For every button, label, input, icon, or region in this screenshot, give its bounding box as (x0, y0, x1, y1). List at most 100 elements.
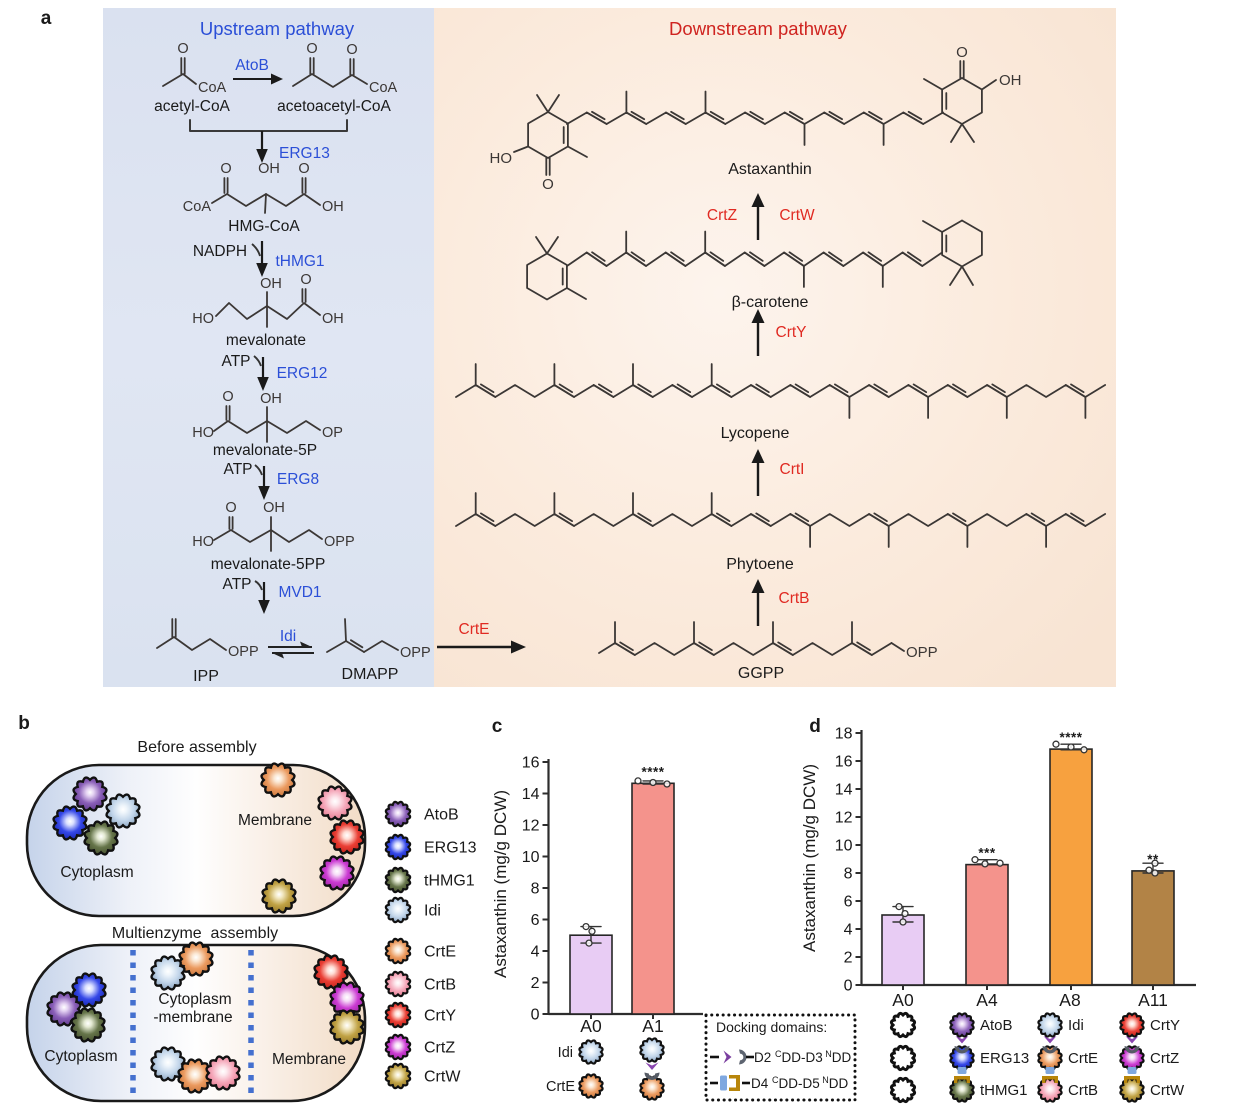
svg-text:D2 CDD-D3 NDD: D2 CDD-D3 NDD (754, 1049, 852, 1065)
svg-text:12: 12 (835, 810, 853, 827)
svg-text:ERG13: ERG13 (980, 1050, 1029, 1067)
svg-text:14: 14 (835, 782, 853, 799)
svg-text:a: a (41, 8, 52, 29)
svg-text:O: O (956, 44, 968, 61)
svg-text:tHMG1: tHMG1 (980, 1082, 1028, 1099)
svg-text:O: O (300, 272, 311, 288)
svg-text:2: 2 (531, 975, 540, 992)
svg-text:CrtE: CrtE (1068, 1050, 1098, 1067)
svg-text:HO: HO (192, 534, 214, 550)
svg-text:mevalonate: mevalonate (226, 332, 306, 349)
svg-text:HO: HO (490, 150, 513, 167)
svg-text:ERG13: ERG13 (424, 840, 477, 857)
svg-text:CrtZ: CrtZ (707, 207, 737, 224)
svg-text:CrtB: CrtB (424, 977, 456, 994)
svg-text:OH: OH (260, 391, 282, 407)
svg-text:CrtW: CrtW (1150, 1082, 1185, 1099)
svg-text:****: **** (641, 764, 664, 779)
svg-text:HO: HO (192, 311, 214, 327)
svg-text:Upstream pathway: Upstream pathway (200, 18, 355, 39)
svg-text:CrtY: CrtY (424, 1008, 456, 1025)
svg-text:Cytoplasm: Cytoplasm (158, 991, 231, 1008)
svg-text:Idi: Idi (1068, 1017, 1084, 1034)
svg-text:Downstream pathway: Downstream pathway (669, 18, 848, 39)
svg-text:ATP: ATP (222, 353, 251, 370)
svg-text:4: 4 (844, 922, 853, 939)
svg-text:8: 8 (844, 866, 853, 883)
svg-text:OPP: OPP (324, 534, 355, 550)
svg-text:β-carotene: β-carotene (732, 294, 809, 311)
svg-text:NADPH: NADPH (193, 243, 247, 260)
svg-text:A11: A11 (1138, 990, 1168, 1010)
svg-text:Phytoene: Phytoene (726, 556, 794, 573)
svg-text:16: 16 (522, 755, 540, 772)
svg-text:CrtE: CrtE (424, 944, 456, 961)
svg-text:OH: OH (322, 199, 344, 215)
svg-text:CrtW: CrtW (424, 1069, 461, 1086)
svg-text:mevalonate-5PP: mevalonate-5PP (211, 556, 326, 573)
svg-text:OP: OP (322, 425, 343, 441)
svg-text:10: 10 (522, 849, 540, 866)
svg-text:Cytoplasm: Cytoplasm (44, 1048, 117, 1065)
svg-text:CoA: CoA (198, 80, 227, 96)
svg-text:D4 CDD-D5 NDD: D4 CDD-D5 NDD (751, 1075, 849, 1091)
svg-text:O: O (225, 500, 236, 516)
svg-text:CoA: CoA (183, 199, 212, 215)
svg-text:O: O (542, 176, 554, 193)
svg-text:tHMG1: tHMG1 (424, 873, 475, 890)
svg-text:mevalonate-5P: mevalonate-5P (213, 442, 317, 459)
svg-text:Astaxanthin: Astaxanthin (728, 161, 812, 178)
svg-text:acetoacetyl-CoA: acetoacetyl-CoA (277, 98, 391, 115)
svg-text:****: **** (1059, 730, 1082, 745)
svg-text:CrtZ: CrtZ (1150, 1050, 1179, 1067)
svg-text:d: d (809, 716, 821, 737)
svg-text:16: 16 (835, 754, 853, 771)
svg-text:CrtY: CrtY (1150, 1017, 1180, 1034)
svg-text:OPP: OPP (400, 645, 431, 661)
svg-text:CrtI: CrtI (780, 461, 805, 478)
svg-text:DMAPP: DMAPP (342, 666, 399, 683)
svg-text:OH: OH (260, 276, 282, 292)
svg-text:O: O (298, 161, 309, 177)
svg-text:14: 14 (522, 786, 540, 803)
svg-text:CrtB: CrtB (1068, 1082, 1098, 1099)
svg-text:18: 18 (835, 726, 853, 743)
svg-text:CrtB: CrtB (779, 590, 810, 607)
svg-text:Lycopene: Lycopene (721, 425, 790, 442)
svg-text:Astaxanthin (mg/g DCW): Astaxanthin (mg/g DCW) (491, 790, 510, 978)
svg-text:IPP: IPP (193, 668, 219, 685)
svg-text:OH: OH (322, 311, 344, 327)
svg-text:Membrane: Membrane (272, 1051, 346, 1068)
svg-text:OH: OH (999, 72, 1022, 89)
svg-text:O: O (177, 41, 188, 57)
svg-text:CrtE: CrtE (546, 1079, 575, 1095)
svg-text:tHMG1: tHMG1 (275, 253, 324, 270)
svg-text:A1: A1 (642, 1016, 663, 1036)
svg-text:ERG8: ERG8 (277, 471, 319, 488)
svg-text:8: 8 (531, 881, 540, 898)
svg-text:-membrane: -membrane (153, 1009, 232, 1026)
svg-text:CrtW: CrtW (779, 207, 815, 224)
svg-text:2: 2 (844, 950, 853, 967)
svg-text:OPP: OPP (228, 644, 259, 660)
svg-text:AtoB: AtoB (235, 57, 269, 74)
svg-text:CrtZ: CrtZ (424, 1040, 455, 1057)
svg-text:O: O (346, 42, 357, 58)
svg-text:10: 10 (835, 838, 853, 855)
svg-text:Membrane: Membrane (238, 812, 312, 829)
svg-text:0: 0 (531, 1007, 540, 1024)
svg-text:AtoB: AtoB (980, 1017, 1013, 1034)
svg-text:***: *** (978, 846, 996, 861)
svg-text:6: 6 (844, 894, 853, 911)
svg-text:4: 4 (531, 944, 540, 961)
svg-text:Idi: Idi (280, 628, 296, 645)
svg-text:CrtY: CrtY (776, 324, 807, 341)
svg-text:acetyl-CoA: acetyl-CoA (154, 98, 230, 115)
svg-text:0: 0 (844, 978, 853, 995)
svg-text:A0: A0 (580, 1016, 602, 1036)
svg-text:O: O (220, 161, 231, 177)
svg-text:c: c (492, 716, 503, 737)
svg-text:Astaxanthin (mg/g DCW): Astaxanthin (mg/g DCW) (800, 764, 819, 952)
svg-text:ERG13: ERG13 (279, 145, 330, 162)
svg-text:ATP: ATP (224, 461, 253, 478)
